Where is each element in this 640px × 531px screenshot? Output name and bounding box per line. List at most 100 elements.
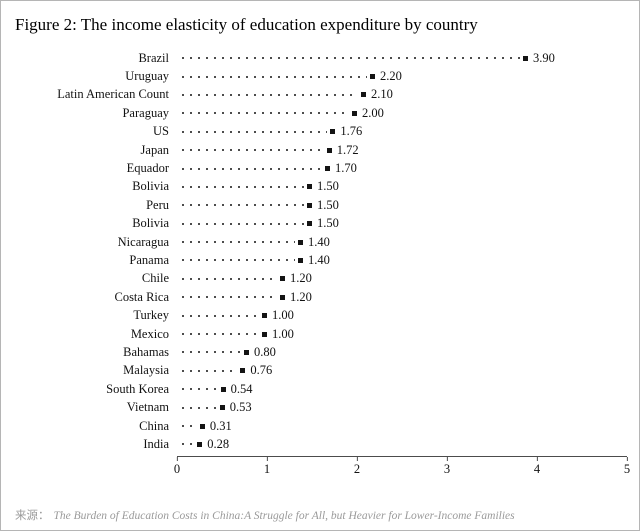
dot-plot-chart: Brazil 3.90 Uruguay 2.20 Latin American Coun… [13,49,627,454]
plot-area: 1.20 [177,288,627,306]
value-label: 2.20 [380,69,402,84]
tick-mark [176,456,178,461]
value-label: 1.70 [335,161,357,176]
value-label: 1.72 [336,142,359,157]
country-label: Chile [141,271,169,286]
plot-area: 1.40 [177,251,627,269]
value-label: 1.20 [290,289,312,304]
leader-track [177,141,332,159]
chart-row: Equador 1.70 [13,159,627,177]
chart-row: South Korea 0.54 [13,380,627,398]
value-label: 1.40 [308,252,330,267]
square-marker-icon [280,276,285,282]
source-citation: The Burden of Education Costs in China:A… [53,510,515,522]
dotted-leader-line [182,388,218,391]
leader-track [177,306,267,324]
leader-track [177,270,285,288]
plot-area: 1.50 [177,196,627,214]
square-marker-icon [262,331,267,337]
value-label: 0.76 [250,363,273,378]
plot-area: 1.00 [177,325,627,343]
plot-area: 0.31 [177,417,627,435]
value-label: 1.76 [340,124,363,139]
square-marker-icon [307,184,312,190]
chart-row: US 1.76 [13,123,627,141]
dotted-leader-line [182,185,304,188]
source-note: 来源： The Burden of Education Costs in Chin… [15,507,515,523]
chart-row: Mexico 1.00 [13,325,627,343]
value-label: 2.00 [362,105,384,120]
chart-row: Vietnam 0.53 [13,398,627,416]
tick-label: 3 [443,461,451,476]
chart-row: Chile 1.20 [13,270,627,288]
dotted-leader-line [182,167,322,170]
value-label: 0.31 [209,418,232,433]
plot-area: 0.54 [177,380,627,398]
chart-row: Paraguay 2.00 [13,104,627,122]
leader-track [177,104,357,122]
square-marker-icon [370,74,375,80]
chart-row: Peru 1.50 [13,196,627,214]
square-marker-icon [361,92,366,98]
chart-row: Brazil 3.90 [13,49,627,67]
x-axis-tick: 0 [174,456,180,477]
square-marker-icon [199,423,205,429]
plot-area: 0.76 [177,362,627,380]
chart-row: Turkey 1.00 [13,306,627,324]
square-marker-icon [352,110,357,116]
dotted-leader-line [182,93,358,96]
square-marker-icon [330,129,336,135]
country-label: Japan [140,142,169,157]
plot-area: 2.00 [177,104,627,122]
plot-area: 1.00 [177,306,627,324]
tick-mark [536,456,538,461]
leader-track [177,86,366,104]
country-label: Costa Rica [114,289,169,304]
dotted-leader-line [182,204,304,207]
chart-row: Latin American Count 2.10 [13,86,627,104]
dotted-leader-line [182,75,367,78]
square-marker-icon [262,313,267,319]
chart-row: China 0.31 [13,417,627,435]
square-marker-icon [307,221,312,227]
chart-row: Bolivia 1.50 [13,215,627,233]
square-marker-icon [240,368,246,374]
chart-row: India 0.28 [13,435,627,453]
country-label: Bolivia [132,216,169,231]
dotted-leader-line [182,149,324,152]
dotted-leader-line [182,333,259,336]
leader-track [177,380,226,398]
country-label: Turkey [133,308,169,323]
x-axis-tick: 3 [443,456,451,477]
chart-row: Uruguay 2.20 [13,67,627,85]
chart-row: Nicaragua 1.40 [13,233,627,251]
tick-mark [266,456,268,461]
country-label: Bolivia [132,179,169,194]
chart-row: Malaysia 0.76 [13,362,627,380]
value-label: 0.28 [207,436,230,451]
country-label: Bahamas [123,344,169,359]
dotted-leader-line [182,369,238,372]
value-label: 1.20 [290,271,312,286]
leader-track [177,49,528,67]
leader-track [177,196,312,214]
plot-area: 1.72 [177,141,627,159]
dotted-leader-line [182,351,241,354]
dotted-leader-line [182,277,277,280]
plot-area: 0.28 [177,435,627,453]
leader-track [177,325,267,343]
dotted-leader-line [182,222,304,225]
dotted-leader-line [182,130,328,133]
dotted-leader-line [182,296,277,299]
value-label: 0.53 [229,400,252,415]
leader-track [177,417,205,435]
dotted-leader-line [182,112,349,115]
dotted-leader-line [182,57,520,60]
country-label: China [139,418,169,433]
country-label: Paraguay [122,105,169,120]
x-axis: 0 1 2 3 4 5 [174,455,630,481]
country-label: India [143,436,169,451]
country-label: Equador [126,161,169,176]
value-label: 3.90 [533,50,555,65]
